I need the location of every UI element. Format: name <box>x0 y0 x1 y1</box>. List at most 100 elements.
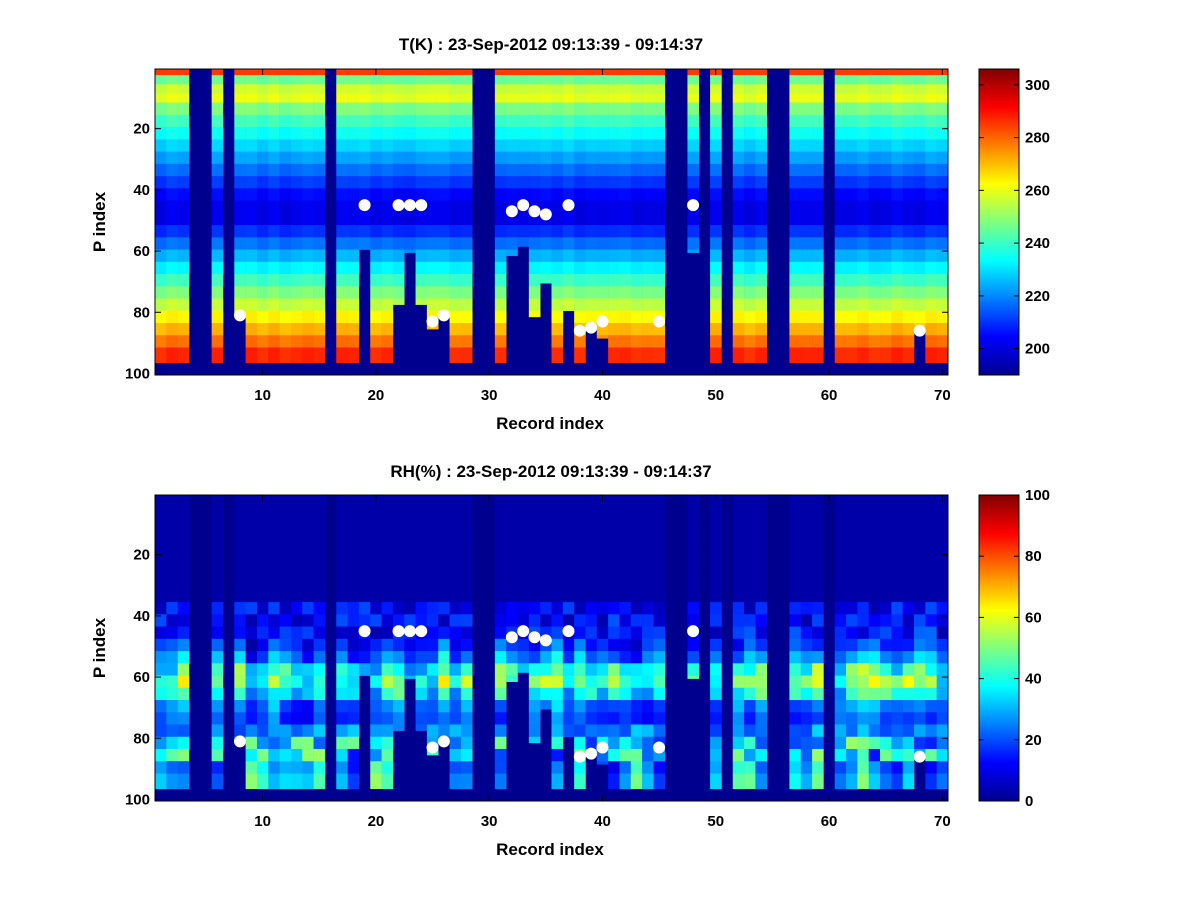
temperature-cell <box>925 322 937 336</box>
temperature-cell <box>619 249 632 263</box>
humidity-cell <box>177 712 190 725</box>
temperature-cell <box>302 200 314 214</box>
humidity-cell <box>268 553 280 566</box>
temperature-cell <box>800 347 813 364</box>
temperature-cell <box>800 176 813 189</box>
humidity-cell <box>868 602 881 615</box>
humidity-cell <box>710 687 722 701</box>
temperature-cell <box>800 249 813 263</box>
temperature-cell <box>494 102 507 116</box>
humidity-cell <box>857 553 869 566</box>
temperature-cell <box>336 200 348 214</box>
temperature-cell <box>302 176 314 189</box>
temperature-marker <box>585 321 598 334</box>
humidity-cell <box>868 510 881 520</box>
temperature-cell <box>279 286 292 299</box>
temperature-cell <box>936 225 949 238</box>
humidity-cell <box>449 626 462 640</box>
humidity-cell <box>653 495 666 502</box>
temperature-cell <box>370 75 382 85</box>
temperature-marker <box>437 309 450 322</box>
humidity-cell <box>914 712 926 725</box>
temperature-cell <box>302 84 314 94</box>
humidity-cell <box>868 675 881 689</box>
humidity-cell <box>868 519 881 529</box>
humidity-cell <box>710 577 722 591</box>
humidity-cell <box>857 589 869 603</box>
humidity-cell <box>834 724 847 738</box>
temperature-cell <box>540 163 552 177</box>
humidity-cell <box>494 528 507 542</box>
temperature-cell <box>744 310 756 324</box>
humidity-cell <box>177 675 190 689</box>
temperature-cell <box>642 212 654 226</box>
temperature-cell <box>732 212 745 226</box>
temperature-cell <box>630 163 643 177</box>
temperature-cell <box>404 75 416 85</box>
humidity-cell <box>234 687 246 701</box>
temperature-cell <box>789 310 802 324</box>
humidity-cell <box>313 519 326 529</box>
humidity-cell <box>596 663 609 676</box>
humidity-cell <box>800 589 813 603</box>
humidity-cell <box>279 553 292 566</box>
temperature-cell <box>336 75 348 85</box>
temperature-cell <box>619 200 632 214</box>
humidity-cell <box>868 577 881 591</box>
temperature-cell <box>902 322 915 336</box>
temperature-cell <box>732 249 745 263</box>
temperature-colorbar-tick-label: 240 <box>1025 235 1050 252</box>
humidity-cell <box>608 712 620 725</box>
humidity-cell <box>540 700 552 710</box>
humidity-cell <box>449 565 462 578</box>
temperature-cell <box>596 322 609 336</box>
temperature-cell <box>211 225 224 238</box>
temperature-cell <box>155 114 167 128</box>
temperature-cell <box>868 69 881 76</box>
temperature-cell <box>426 188 439 201</box>
humidity-cell <box>517 651 530 664</box>
humidity-cell <box>834 773 847 790</box>
humidity-cell <box>256 540 269 554</box>
temperature-cell <box>653 200 666 214</box>
temperature-cell <box>347 93 360 103</box>
humidity-cell <box>177 577 190 591</box>
temperature-cell <box>574 212 586 226</box>
humidity-cell <box>744 773 756 790</box>
temperature-cell <box>166 176 178 189</box>
temperature-cell <box>517 93 530 103</box>
humidity-x-tick-label: 20 <box>368 813 385 830</box>
temperature-cell <box>925 127 937 140</box>
temperature-cell <box>245 225 258 238</box>
temperature-cell <box>732 298 745 312</box>
humidity-cell <box>642 501 654 511</box>
temperature-cell <box>630 261 643 275</box>
temperature-cell <box>868 188 881 201</box>
temperature-cell <box>245 151 258 165</box>
humidity-cell <box>642 687 654 701</box>
temperature-cell <box>789 127 802 140</box>
temperature-cell <box>438 212 450 226</box>
humidity-cell <box>313 528 326 542</box>
temperature-cell <box>732 151 745 165</box>
temperature-cell <box>574 102 586 116</box>
humidity-colorbar-tick-label: 40 <box>1025 671 1042 688</box>
humidity-cell <box>936 528 949 542</box>
temperature-cell <box>846 212 858 226</box>
temperature-cell <box>245 102 258 116</box>
humidity-cell <box>846 724 858 738</box>
humidity-cell <box>358 638 371 652</box>
humidity-cell <box>313 687 326 701</box>
humidity-cell <box>426 519 439 529</box>
temperature-cell <box>619 261 632 275</box>
temperature-cell <box>211 139 224 152</box>
temperature-cell <box>426 274 439 287</box>
humidity-cell <box>914 626 926 640</box>
humidity-cell <box>687 577 700 591</box>
temperature-cell <box>891 114 903 128</box>
temperature-cell <box>460 200 473 214</box>
temperature-cell <box>880 102 892 116</box>
temperature-cell <box>268 298 280 312</box>
temperature-cell <box>653 75 666 85</box>
temperature-cell <box>891 310 903 324</box>
